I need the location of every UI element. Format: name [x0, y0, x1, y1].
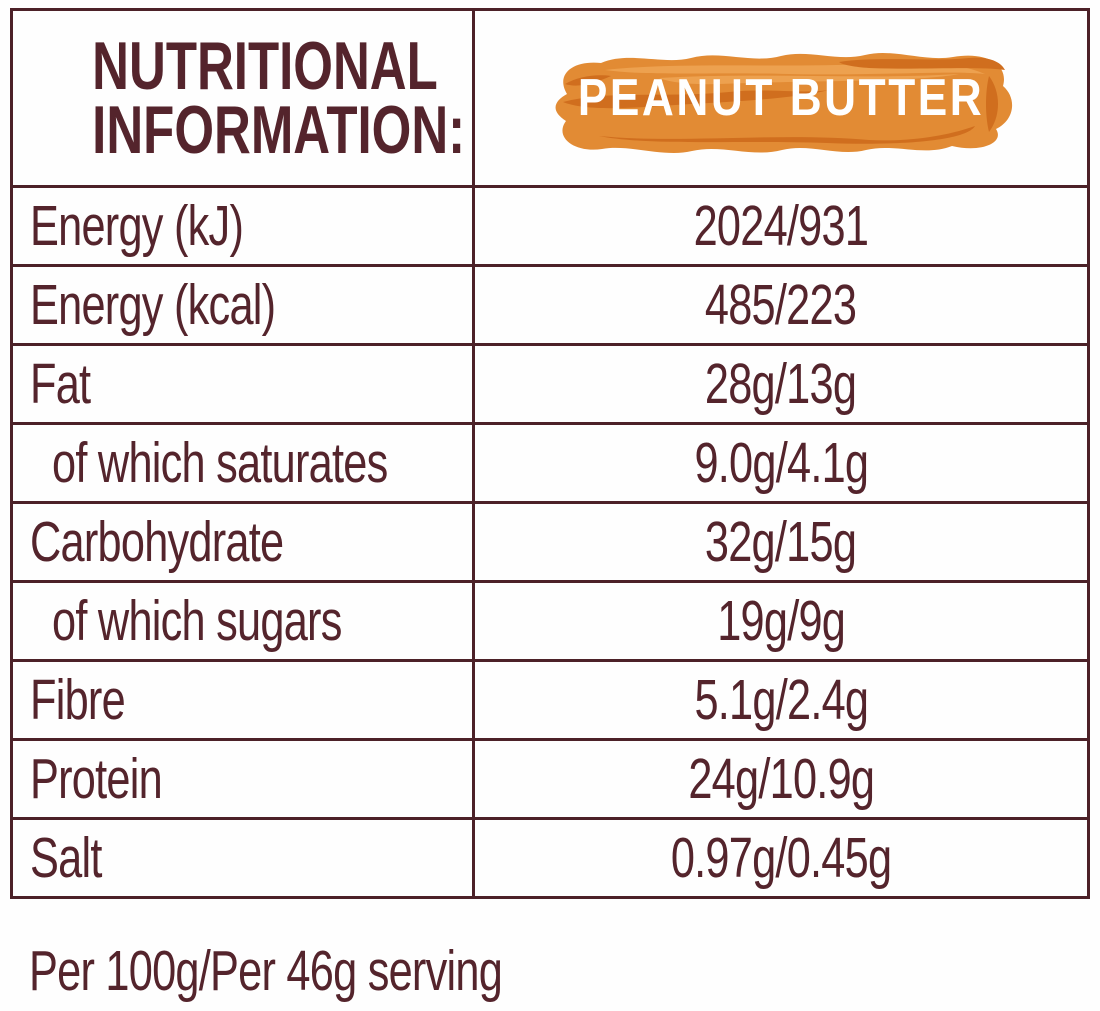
nutrient-label-cell: Salt	[13, 820, 475, 896]
product-badge-label: PEANUT BUTTER	[577, 69, 985, 127]
nutrient-value: 485/223	[705, 273, 857, 337]
nutrient-value: 0.97g/0.45g	[670, 826, 892, 890]
nutrient-row-fat: Fat 28g/13g	[13, 343, 1087, 422]
nutrient-label-cell: Fibre	[13, 662, 475, 738]
nutrient-label: Energy (kcal)	[30, 273, 276, 337]
nutrient-label: of which saturates	[52, 431, 388, 495]
nutrient-row-energy-kcal: Energy (kcal) 485/223	[13, 264, 1087, 343]
nutrient-row-protein: Protein 24g/10.9g	[13, 738, 1087, 817]
table-title-cell: NUTRITIONAL INFORMATION:	[13, 11, 475, 185]
nutrient-value: 2024/931	[693, 194, 869, 258]
nutrient-value-cell: 485/223	[475, 267, 1087, 343]
nutrient-label-cell: Carbohydrate	[13, 504, 475, 580]
nutrient-row-energy-kj: Energy (kJ) 2024/931	[13, 185, 1087, 264]
nutrition-table: NUTRITIONAL INFORMATION:	[10, 8, 1090, 899]
nutrient-label: Protein	[30, 747, 163, 811]
nutrient-value: 9.0g/4.1g	[694, 431, 869, 495]
nutrient-value-cell: 0.97g/0.45g	[475, 820, 1087, 896]
nutrient-value: 28g/13g	[705, 352, 857, 416]
nutrient-value-cell: 5.1g/2.4g	[475, 662, 1087, 738]
nutrient-label: Fibre	[30, 668, 126, 732]
nutrient-row-salt: Salt 0.97g/0.45g	[13, 817, 1087, 896]
paint-stroke-graphic	[555, 52, 1013, 154]
nutrient-label-cell: Energy (kJ)	[13, 188, 475, 264]
nutrient-label-cell: Protein	[13, 741, 475, 817]
nutrient-label: of which sugars	[52, 589, 342, 653]
table-title: NUTRITIONAL INFORMATION:	[92, 28, 466, 168]
nutrient-label: Fat	[30, 352, 91, 416]
table-header-row: NUTRITIONAL INFORMATION:	[13, 11, 1087, 185]
nutrient-value: 24g/10.9g	[688, 747, 875, 811]
product-badge-cell: PEANUT BUTTER	[475, 11, 1087, 185]
product-badge: PEANUT BUTTER	[539, 32, 1023, 164]
nutrient-value-cell: 24g/10.9g	[475, 741, 1087, 817]
nutrient-label-cell: of which saturates	[13, 425, 475, 501]
table-title-line1: NUTRITIONAL	[92, 28, 438, 104]
nutrient-value: 32g/15g	[705, 510, 857, 574]
table-title-line2: INFORMATION:	[92, 92, 466, 168]
nutrient-label-cell: Energy (kcal)	[13, 267, 475, 343]
nutrient-value-cell: 19g/9g	[475, 583, 1087, 659]
nutrient-value-cell: 28g/13g	[475, 346, 1087, 422]
nutrient-value: 5.1g/2.4g	[694, 668, 869, 732]
nutrient-label: Salt	[30, 826, 102, 890]
nutrient-label: Energy (kJ)	[30, 194, 244, 258]
nutrient-value-cell: 9.0g/4.1g	[475, 425, 1087, 501]
nutrient-row-sugars: of which sugars 19g/9g	[13, 580, 1087, 659]
nutrient-value-cell: 32g/15g	[475, 504, 1087, 580]
nutrient-value-cell: 2024/931	[475, 188, 1087, 264]
nutrient-row-carbohydrate: Carbohydrate 32g/15g	[13, 501, 1087, 580]
serving-note-text: Per 100g/Per 46g serving	[29, 939, 503, 1003]
nutrient-value: 19g/9g	[717, 589, 846, 653]
nutrient-label-cell: Fat	[13, 346, 475, 422]
nutrient-label: Carbohydrate	[30, 510, 284, 574]
serving-note: Per 100g/Per 46g serving	[29, 938, 651, 1004]
nutrient-row-fibre: Fibre 5.1g/2.4g	[13, 659, 1087, 738]
nutrient-label-cell: of which sugars	[13, 583, 475, 659]
nutrient-row-saturates: of which saturates 9.0g/4.1g	[13, 422, 1087, 501]
